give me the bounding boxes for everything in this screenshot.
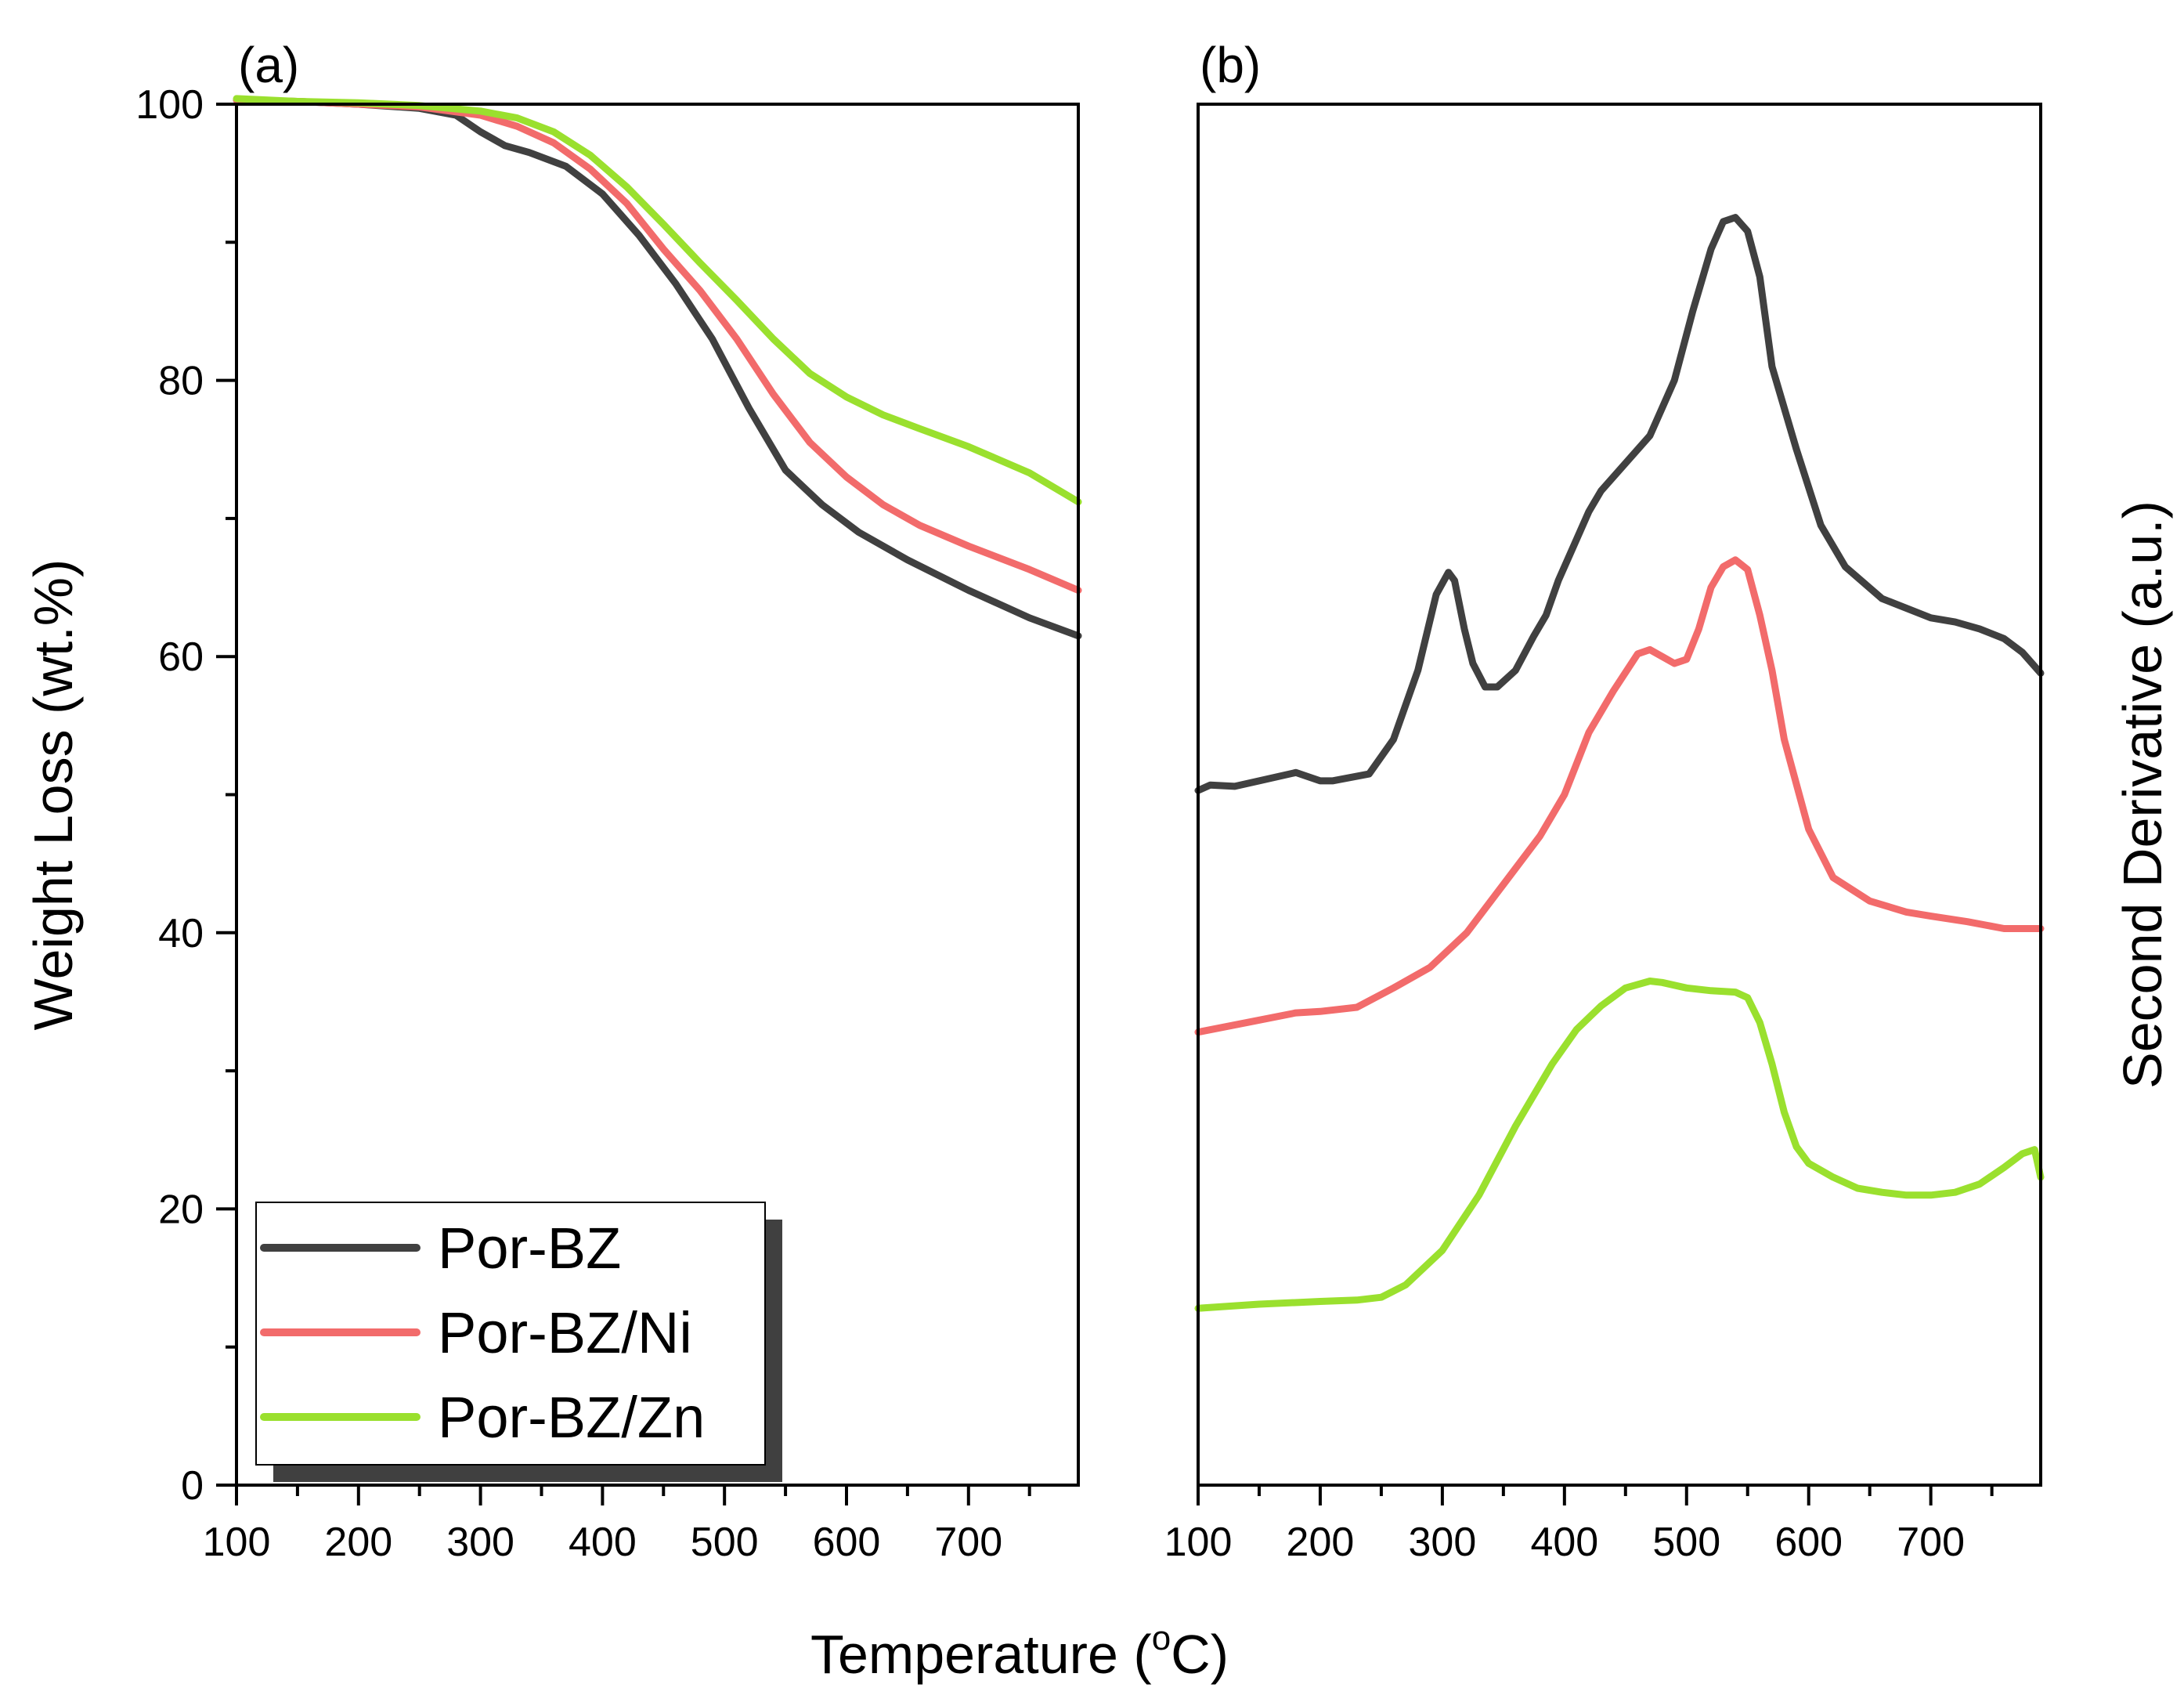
x-tick-label-a-600: 600 (813, 1520, 881, 1565)
legend-label-por-bz-ni: Por-BZ/Ni (438, 1300, 692, 1365)
x-tick-label-a-100: 100 (203, 1520, 271, 1565)
legend-label-por-bz: Por-BZ (438, 1216, 621, 1281)
series-line-b-por-bz-ni (1194, 556, 2045, 1036)
x-tick-label-a-200: 200 (324, 1520, 392, 1565)
x-tick-label-a-400: 400 (569, 1520, 637, 1565)
x-tick-label-a-300: 300 (446, 1520, 514, 1565)
plot-frame-b (1197, 103, 2042, 1487)
x-tick-label-b-300: 300 (1409, 1520, 1477, 1565)
y-tick-label-a-60: 60 (158, 634, 204, 680)
series-line-a-por-bz-ni (233, 96, 1082, 595)
y-axis-title-b: Second Derivative (a.u.) (2112, 501, 2173, 1089)
legend-label-por-bz-zn: Por-BZ/Zn (438, 1385, 705, 1450)
y-axis-title-a: Weight Loss (wt.%) (23, 559, 84, 1031)
series-line-a-por-bz (233, 96, 1082, 640)
x-axis-title: Temperature (oC) (810, 1619, 1229, 1685)
x-tick-label-a-500: 500 (691, 1520, 759, 1565)
x-tick-label-b-400: 400 (1530, 1520, 1598, 1565)
x-tick-label-b-700: 700 (1897, 1520, 1965, 1565)
y-tick-label-a-0: 0 (181, 1463, 204, 1509)
panel-a: 100 200 300 400 500 600 700 0 20 40 60 80 100 Weight … (23, 37, 1082, 1565)
panel-b: 100 200 300 400 500 600 700 Second Derivative (… (1164, 37, 2173, 1565)
panel-label-a: (a) (238, 37, 299, 93)
x-tick-label-b-600: 600 (1774, 1520, 1843, 1565)
y-tick-label-a-100: 100 (135, 82, 204, 128)
legend: Por-BZ Por-BZ/Ni Por-BZ/Zn (255, 1202, 782, 1482)
x-tick-label-a-700: 700 (934, 1520, 1002, 1565)
x-tick-label-b-500: 500 (1652, 1520, 1720, 1565)
series-line-a-por-bz-zn (233, 95, 1082, 506)
x-tick-label-b-100: 100 (1164, 1520, 1233, 1565)
y-tick-label-a-20: 20 (158, 1187, 204, 1232)
y-tick-label-a-40: 40 (158, 911, 204, 956)
x-tick-label-b-200: 200 (1287, 1520, 1355, 1565)
series-line-b-por-bz (1194, 214, 2045, 794)
y-tick-label-a-80: 80 (158, 359, 204, 404)
series-line-b-por-bz-zn (1194, 978, 2045, 1312)
panel-label-b: (b) (1200, 37, 1261, 93)
